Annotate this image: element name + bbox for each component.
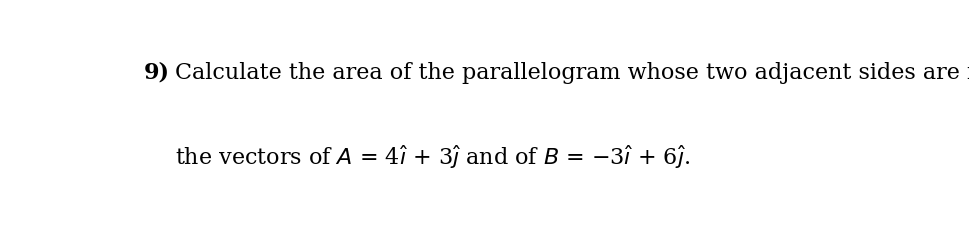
Text: Calculate the area of the parallelogram whose two adjacent sides are forme: Calculate the area of the parallelogram … (175, 62, 969, 84)
Text: 9): 9) (143, 62, 170, 84)
Text: the vectors of $\mathit{A}$ = 4$\hat{\imath}$ + 3$\hat{\jmath}$ and of $\mathit{: the vectors of $\mathit{A}$ = 4$\hat{\im… (175, 143, 690, 171)
